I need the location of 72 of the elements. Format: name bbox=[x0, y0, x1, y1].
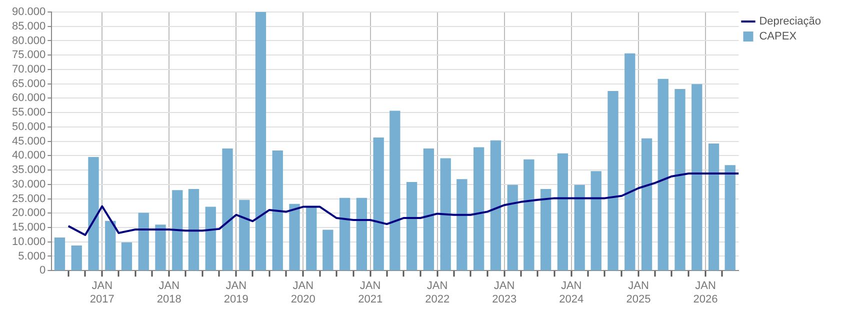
bar bbox=[624, 53, 636, 270]
bar bbox=[71, 246, 82, 270]
x-tick-label: JAN 2021 bbox=[358, 280, 383, 306]
x-tick-label: JAN 2020 bbox=[290, 280, 316, 306]
y-tick-label: 90.000 bbox=[12, 6, 46, 18]
y-tick-label: 85.000 bbox=[12, 20, 46, 32]
bar bbox=[356, 198, 368, 270]
y-tick-label: 40.000 bbox=[12, 150, 46, 162]
y-tick-label: 45.000 bbox=[12, 135, 46, 148]
bar bbox=[88, 157, 99, 270]
y-tick-label: 5.000 bbox=[18, 250, 46, 262]
bar bbox=[708, 144, 720, 270]
x-tick-label: JAN 2026 bbox=[693, 280, 718, 306]
bar bbox=[524, 159, 534, 270]
y-tick-label: 75.000 bbox=[12, 49, 46, 62]
bar bbox=[608, 90, 618, 270]
bar bbox=[590, 171, 602, 270]
legend-label: CAPEX bbox=[759, 30, 798, 43]
bar bbox=[490, 140, 502, 270]
y-tick-label: 60.000 bbox=[12, 92, 46, 104]
y-tick-label: 25.000 bbox=[12, 192, 46, 205]
bar bbox=[138, 212, 149, 270]
bar bbox=[172, 190, 183, 270]
y-tick-label: 65.000 bbox=[12, 78, 46, 90]
bar bbox=[641, 138, 652, 270]
bar bbox=[507, 184, 518, 270]
bar bbox=[456, 179, 468, 270]
bar bbox=[574, 184, 585, 270]
bar bbox=[557, 153, 568, 270]
bar bbox=[692, 84, 702, 270]
bar bbox=[289, 204, 300, 270]
bar bbox=[423, 148, 434, 270]
bar bbox=[322, 230, 334, 270]
bar bbox=[674, 88, 686, 270]
bar bbox=[121, 242, 132, 270]
bar bbox=[306, 206, 317, 270]
y-tick-label: 50.000 bbox=[12, 120, 46, 133]
bar bbox=[205, 206, 216, 270]
bar bbox=[239, 200, 250, 270]
bar bbox=[339, 198, 350, 270]
x-tick-label: JAN 2022 bbox=[425, 280, 450, 306]
y-tick-label: 0 bbox=[40, 264, 46, 277]
bar bbox=[440, 158, 451, 270]
y-tick-label: 55.000 bbox=[12, 106, 46, 119]
x-tick-label: JAN 2024 bbox=[559, 280, 584, 306]
bar bbox=[390, 110, 400, 270]
y-tick-label: 80.000 bbox=[12, 34, 46, 47]
bar bbox=[272, 150, 283, 270]
x-tick-label: JAN 2025 bbox=[626, 280, 651, 306]
bar bbox=[724, 165, 736, 270]
bar bbox=[155, 224, 166, 270]
bar bbox=[105, 220, 116, 270]
x-tick-label: JAN 2023 bbox=[492, 280, 517, 306]
x-tick-label: JAN 2017 bbox=[90, 280, 114, 306]
bar bbox=[373, 138, 384, 270]
x-tick-label: JAN 2018 bbox=[156, 280, 182, 306]
bar bbox=[540, 188, 552, 270]
y-tick-label: 15.000 bbox=[12, 222, 46, 234]
bar bbox=[406, 182, 418, 270]
y-tick-label: 20.000 bbox=[12, 207, 46, 220]
bar bbox=[188, 188, 200, 270]
bar bbox=[255, 12, 266, 270]
bar bbox=[54, 238, 66, 270]
bar bbox=[473, 147, 484, 270]
y-tick-label: 70.000 bbox=[12, 64, 46, 76]
x-tick-label: JAN 2019 bbox=[224, 280, 248, 306]
legend-label: Depreciação bbox=[759, 16, 822, 28]
bar bbox=[222, 148, 233, 270]
y-tick-label: 30.000 bbox=[12, 178, 46, 190]
bar bbox=[658, 78, 668, 270]
y-tick-label: 10.000 bbox=[12, 236, 46, 248]
y-tick-label: 35.000 bbox=[12, 164, 46, 176]
